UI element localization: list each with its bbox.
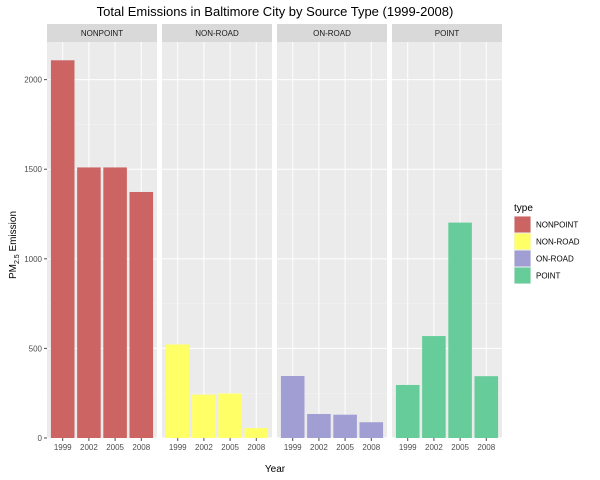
y-tick-label: 1500 [24,165,42,174]
legend-label-on-road: ON-ROAD [536,255,574,264]
legend-swatch-point [514,267,531,284]
panel-background [392,42,502,438]
x-axis-title: Year [265,464,286,475]
x-tick-label: 2002 [310,443,328,452]
x-tick-label: 2005 [221,443,239,452]
legend-label-point: POINT [536,272,561,281]
x-tick-label: 2005 [106,443,124,452]
panel-non-road: NON-ROAD 1999 2002 2005 2008 [162,24,272,452]
legend-title: type [514,203,533,214]
legend-swatch-on-road [514,250,531,267]
bar-on-road-2005 [333,414,357,438]
strip-label-nonpoint: NONPOINT [81,29,123,38]
x-tick-label: 2008 [247,443,265,452]
x-tick-label: 2005 [451,443,469,452]
legend-label-non-road: NON-ROAD [536,238,580,247]
x-tick-label: 1999 [54,443,72,452]
panel-point: POINT 1999 2002 2005 2008 [392,24,502,452]
x-tick-label: 2008 [477,443,495,452]
x-tick-label: 2002 [80,443,98,452]
legend: type NONPOINT NON-ROAD ON-ROAD POINT [514,203,580,284]
y-tick-label: 0 [38,434,43,443]
bar-on-road-2002 [307,413,331,438]
y-axis-title: PM2.5 Emission [8,211,21,279]
strip-label-point: POINT [435,29,460,38]
y-axis-title-suffix: Emission [8,211,19,254]
bar-point-1999 [395,384,420,438]
x-tick-label: 2008 [362,443,380,452]
bar-non-road-1999 [165,344,190,438]
strip-label-on-road: ON-ROAD [313,29,351,38]
panel-nonpoint: NONPOINT 1999 2002 2005 2008 [47,24,157,452]
x-tick-label: 1999 [169,443,187,452]
strip-nonpoint [47,24,157,42]
bar-nonpoint-1999 [50,60,75,439]
bar-nonpoint-2008 [129,191,154,438]
bar-non-road-2002 [192,394,216,438]
strip-non-road [162,24,272,42]
x-tick-label: 2008 [132,443,150,452]
x-tick-label: 1999 [399,443,417,452]
panel-on-road: ON-ROAD 1999 2002 2005 2008 [277,24,387,452]
chart-title: Total Emissions in Baltimore City by Sou… [97,4,454,19]
bar-point-2008 [474,376,499,438]
strip-label-non-road: NON-ROAD [195,29,239,38]
facet-panels: NONPOINT 1999 2002 2005 2008 NON-ROAD 1999 2002… [47,24,502,452]
y-axis-title-subscript: 2.5 [14,254,21,264]
legend-label-nonpoint: NONPOINT [536,221,578,230]
panel-background [277,42,387,438]
strip-point [392,24,502,42]
bar-point-2002 [422,336,446,438]
y-axis: 0 500 1000 1500 2000 [24,76,47,443]
bar-on-road-1999 [280,376,305,438]
legend-swatch-nonpoint [514,216,531,233]
y-tick-label: 500 [29,344,43,353]
x-tick-label: 1999 [284,443,302,452]
bar-nonpoint-2005 [103,167,127,438]
x-tick-label: 2005 [336,443,354,452]
strip-on-road [277,24,387,42]
bar-nonpoint-2002 [77,167,101,438]
bar-non-road-2005 [218,393,242,438]
y-tick-label: 2000 [24,76,42,85]
bar-point-2005 [448,222,472,438]
x-tick-label: 2002 [425,443,443,452]
bar-on-road-2008 [359,422,384,438]
y-axis-title-main: PM [8,264,19,279]
y-tick-label: 1000 [24,255,42,264]
bar-non-road-2008 [244,428,269,438]
legend-swatch-non-road [514,233,531,250]
x-tick-label: 2002 [195,443,213,452]
